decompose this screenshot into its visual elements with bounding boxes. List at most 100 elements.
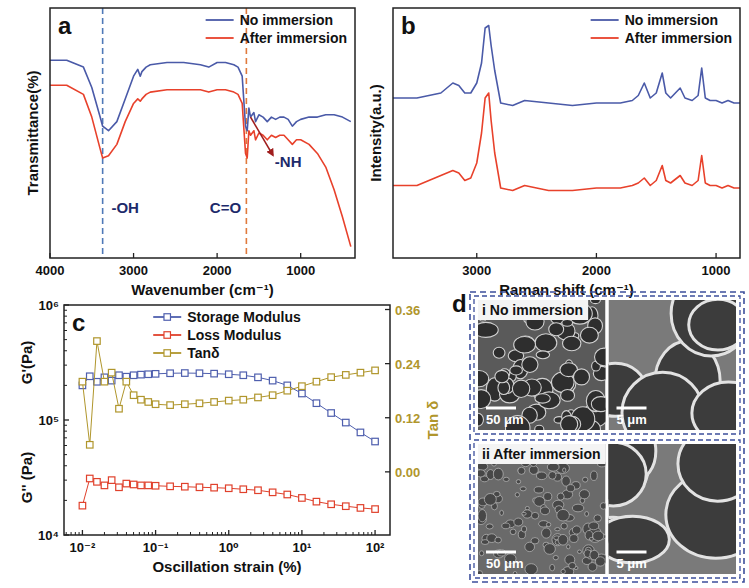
plot-frame	[64, 305, 390, 535]
data-point	[130, 392, 137, 399]
image-texture	[567, 485, 575, 492]
data-point	[313, 498, 320, 505]
x-minor-tick	[323, 532, 324, 535]
image-texture	[518, 467, 525, 474]
x-minor-tick	[152, 532, 153, 535]
image-texture	[503, 477, 509, 481]
image-texture	[550, 564, 555, 571]
data-point	[94, 479, 101, 486]
x-minor-tick	[225, 532, 226, 535]
image-texture	[547, 463, 559, 471]
image-texture	[536, 351, 549, 359]
image-texture	[502, 523, 510, 529]
x-tick	[596, 253, 597, 258]
data-point	[225, 485, 232, 492]
x-minor-tick	[104, 532, 105, 535]
image-texture	[522, 512, 526, 515]
y-tick	[64, 419, 69, 420]
image-texture	[591, 471, 598, 480]
x-tick	[228, 530, 229, 535]
image-texture	[510, 366, 523, 375]
image-texture	[562, 319, 573, 326]
image-texture	[591, 300, 601, 304]
scale-bar	[486, 551, 516, 554]
legend-marker	[164, 314, 171, 321]
x-minor-tick	[217, 532, 218, 535]
data-point	[123, 480, 130, 487]
legend-label: Tanδ	[187, 345, 219, 361]
data-point	[152, 483, 159, 490]
y-minor-tick	[64, 310, 67, 311]
y2-tick-label: 0.00	[395, 465, 420, 480]
scale-bar-label: 5 μm	[617, 556, 647, 571]
scale-bar	[617, 407, 647, 410]
y-minor-tick	[64, 500, 67, 501]
x-tick-label: 3000	[119, 263, 148, 278]
data-point	[240, 396, 247, 403]
data-point	[196, 484, 203, 491]
x-minor-tick	[353, 532, 354, 535]
image-texture	[561, 416, 578, 430]
image-texture	[513, 572, 517, 574]
x-tick-label: 10⁻²	[70, 540, 96, 555]
image-texture	[522, 510, 532, 518]
panel-c: 10⁻²10⁻¹10⁰10¹10²10⁴10⁵10⁶0.000.120.240.…	[18, 298, 441, 575]
image-texture	[574, 369, 590, 385]
image-texture	[522, 357, 538, 373]
x-minor-tick	[250, 532, 251, 535]
x-tick-label: 2000	[582, 263, 611, 278]
data-point	[123, 378, 130, 385]
x-tick	[133, 253, 134, 258]
image-texture	[549, 323, 564, 336]
image-texture	[549, 472, 556, 480]
data-point	[211, 484, 218, 491]
y-minor-tick	[64, 480, 67, 481]
x-minor-tick	[279, 532, 280, 535]
data-point	[116, 405, 123, 412]
data-point	[372, 506, 379, 513]
image-texture	[671, 300, 736, 356]
image-texture	[580, 327, 598, 343]
x-tick-label: 10⁰	[219, 540, 239, 555]
y-minor-tick	[64, 330, 67, 331]
x-tick	[374, 530, 375, 535]
image-texture	[593, 531, 604, 541]
y-minor-tick	[64, 385, 67, 386]
panel-a: 4000300020001000Wavenumber (cm⁻¹)Transmi…	[24, 8, 355, 298]
x-minor-tick	[75, 532, 76, 535]
legend-label: No immersion	[625, 12, 718, 28]
image-texture	[561, 569, 565, 573]
data-point	[138, 482, 145, 489]
legend-marker	[164, 350, 171, 357]
x-minor-tick	[290, 532, 291, 535]
x-minor-tick	[263, 532, 264, 535]
image-texture	[585, 530, 593, 540]
y-tick	[64, 304, 69, 305]
y2-tick	[385, 417, 390, 418]
data-point	[343, 372, 350, 379]
y-minor-tick	[64, 350, 67, 351]
image-texture	[493, 468, 503, 480]
image-texture	[692, 382, 736, 430]
legend-line	[591, 19, 619, 21]
figure: 4000300020001000Wavenumber (cm⁻¹)Transmi…	[0, 0, 749, 588]
y2-tick-label: 0.12	[395, 411, 420, 426]
x-tick	[715, 253, 716, 258]
image-texture	[557, 509, 570, 521]
data-point	[211, 399, 218, 406]
image-texture	[535, 425, 544, 430]
data-point	[225, 397, 232, 404]
x-tick-label: 2000	[203, 263, 232, 278]
image-texture	[478, 322, 498, 337]
data-point	[255, 487, 262, 494]
legend-line	[206, 37, 234, 39]
plot-area	[79, 338, 378, 513]
y2-tick	[385, 471, 390, 472]
data-point	[240, 372, 247, 379]
image-texture	[536, 472, 547, 480]
series-line	[50, 85, 351, 246]
image-texture	[563, 336, 581, 351]
legend-line	[206, 19, 234, 21]
data-point	[313, 400, 320, 407]
image-texture	[495, 537, 502, 543]
